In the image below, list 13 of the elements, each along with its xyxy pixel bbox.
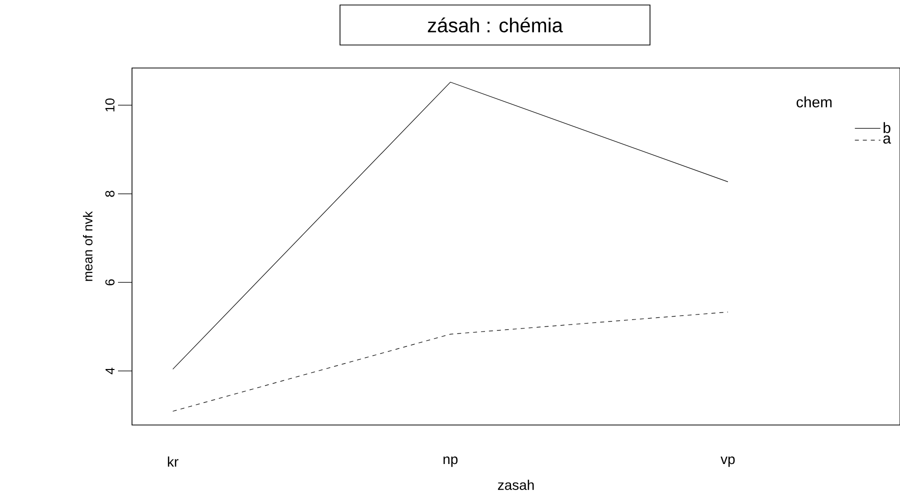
y-axis-title: mean of nvk	[82, 211, 92, 281]
y-tick-label: 4	[106, 368, 114, 374]
y-tick-label: 10	[105, 98, 114, 112]
legend-label: b	[884, 122, 890, 134]
chart-title: zásah : chémia	[428, 18, 563, 32]
legend-title: chem	[796, 96, 832, 108]
x-tick-label: np	[444, 456, 458, 467]
x-axis-title: zasah	[498, 480, 534, 490]
y-tick-label: 8	[105, 190, 114, 197]
y-tick-label: 6	[105, 279, 114, 286]
legend-label: a	[883, 135, 891, 144]
x-tick-label: kr	[168, 456, 178, 467]
x-tick-label: vp	[720, 456, 735, 467]
